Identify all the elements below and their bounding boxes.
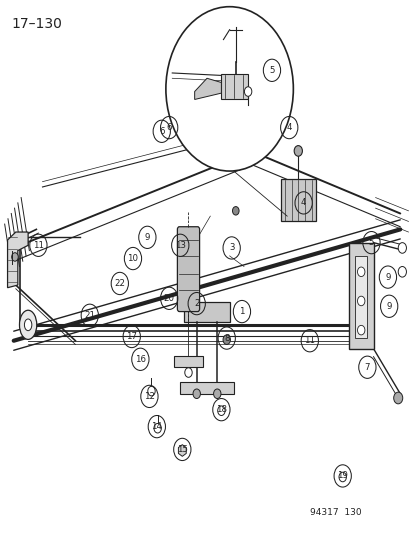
Circle shape xyxy=(192,389,200,399)
Circle shape xyxy=(244,87,251,96)
Circle shape xyxy=(217,406,225,416)
FancyBboxPatch shape xyxy=(354,256,366,338)
Text: 5: 5 xyxy=(368,238,373,247)
Circle shape xyxy=(338,472,346,482)
Circle shape xyxy=(166,7,293,171)
Text: 11: 11 xyxy=(304,336,315,345)
Text: 1: 1 xyxy=(239,307,244,316)
Text: 3: 3 xyxy=(228,244,234,253)
FancyBboxPatch shape xyxy=(221,74,247,100)
Text: 13: 13 xyxy=(174,241,185,250)
Circle shape xyxy=(12,253,18,261)
Circle shape xyxy=(397,243,406,253)
Text: 20: 20 xyxy=(163,294,174,303)
Ellipse shape xyxy=(19,310,37,340)
Circle shape xyxy=(397,266,406,277)
FancyBboxPatch shape xyxy=(184,302,229,322)
Text: 17–130: 17–130 xyxy=(12,17,62,31)
Text: 7: 7 xyxy=(364,363,369,372)
Text: 5: 5 xyxy=(268,66,274,75)
Text: 9: 9 xyxy=(386,302,391,311)
FancyBboxPatch shape xyxy=(177,227,199,312)
Text: 4: 4 xyxy=(286,123,291,132)
Text: 11: 11 xyxy=(33,241,44,250)
Polygon shape xyxy=(7,232,28,288)
Text: 9: 9 xyxy=(385,272,390,281)
Text: 4: 4 xyxy=(300,198,306,207)
FancyBboxPatch shape xyxy=(180,382,233,394)
Text: 17: 17 xyxy=(126,332,137,341)
Text: 8: 8 xyxy=(223,334,229,343)
Text: 6: 6 xyxy=(159,127,164,136)
FancyBboxPatch shape xyxy=(280,179,315,221)
Polygon shape xyxy=(194,78,221,100)
Ellipse shape xyxy=(24,319,32,330)
FancyBboxPatch shape xyxy=(174,356,202,367)
Text: 10: 10 xyxy=(127,254,138,263)
Text: 14: 14 xyxy=(151,422,162,431)
Circle shape xyxy=(184,368,192,377)
Circle shape xyxy=(357,296,364,306)
Circle shape xyxy=(232,207,238,215)
Circle shape xyxy=(294,146,301,156)
Circle shape xyxy=(357,325,364,335)
Text: 19: 19 xyxy=(337,471,347,480)
Circle shape xyxy=(357,267,364,277)
Circle shape xyxy=(223,335,230,344)
Text: 21: 21 xyxy=(84,311,95,320)
Text: 16: 16 xyxy=(135,355,145,364)
Text: 22: 22 xyxy=(114,279,125,288)
FancyBboxPatch shape xyxy=(348,243,373,349)
Circle shape xyxy=(147,386,155,396)
Circle shape xyxy=(154,423,161,433)
Text: 2: 2 xyxy=(194,299,199,308)
Text: 94317  130: 94317 130 xyxy=(309,508,361,517)
Circle shape xyxy=(213,389,221,399)
Text: 18: 18 xyxy=(215,405,226,414)
Text: 9: 9 xyxy=(144,233,150,242)
Circle shape xyxy=(393,392,402,404)
Text: 6: 6 xyxy=(166,123,171,132)
Text: 15: 15 xyxy=(176,445,188,454)
Text: 12: 12 xyxy=(144,392,154,401)
